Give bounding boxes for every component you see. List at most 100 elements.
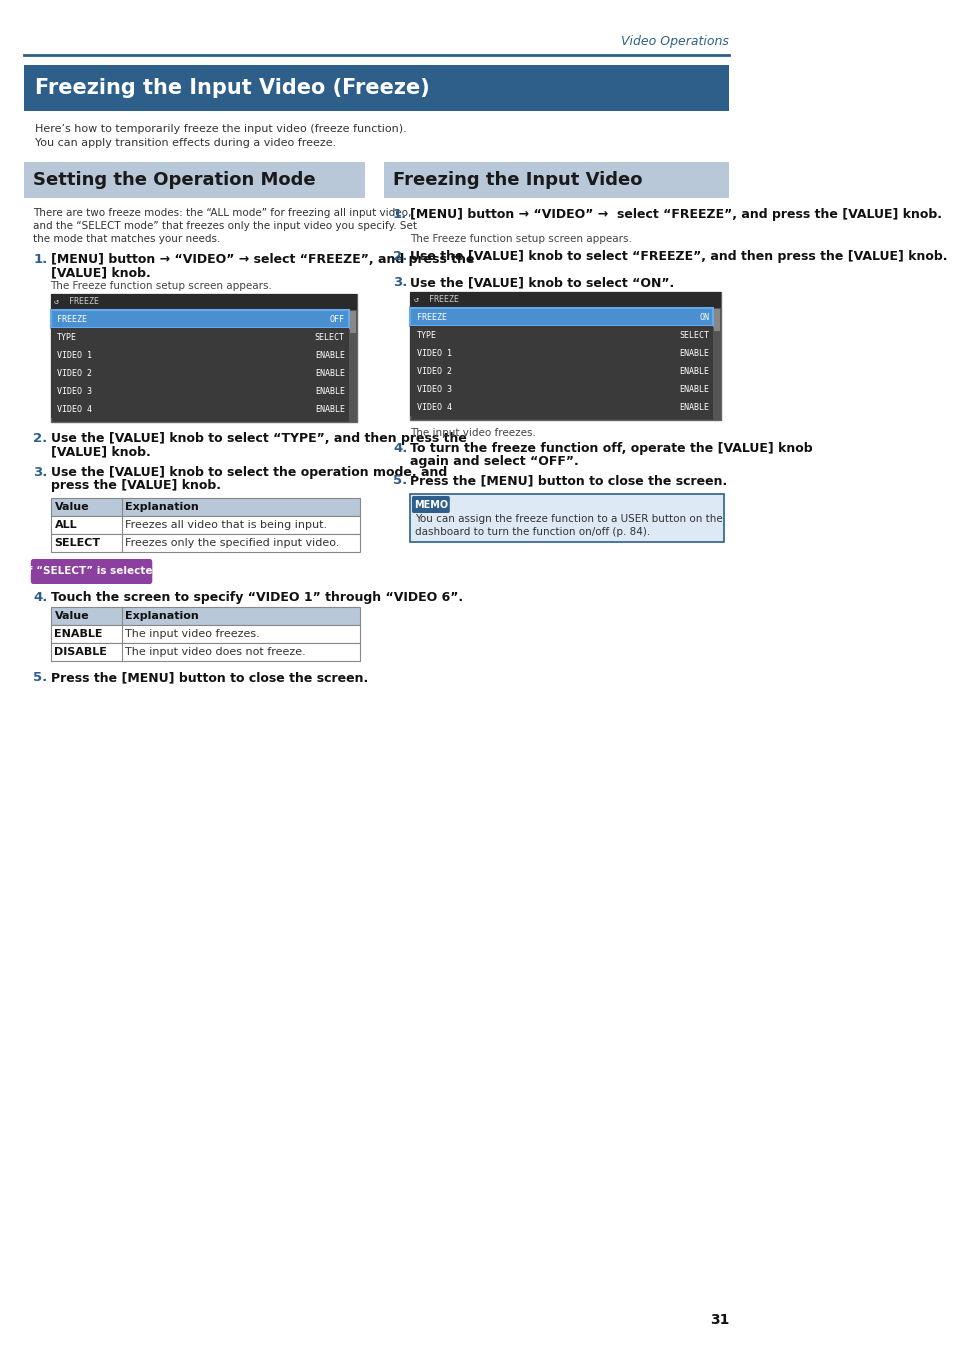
Text: Freezes only the specified input video.: Freezes only the specified input video. [126,539,339,548]
Text: 31: 31 [709,1314,728,1327]
Bar [51,608,359,625]
Text: To turn the freeze function off, operate the [VALUE] knob: To turn the freeze function off, operate… [410,441,812,455]
Text: VIDEO 1: VIDEO 1 [57,351,91,359]
Bar [410,398,713,416]
Bar [383,162,728,198]
Bar [24,65,728,111]
Text: SELECT: SELECT [54,539,100,548]
Text: Video Operations: Video Operations [620,35,728,49]
Text: Use the [VALUE] knob to select “FREEZE”, and then press the [VALUE] knob.: Use the [VALUE] knob to select “FREEZE”,… [410,250,947,263]
Text: If “SELECT” is selected: If “SELECT” is selected [24,567,159,576]
Text: Here’s how to temporarily freeze the input video (freeze function).: Here’s how to temporarily freeze the inp… [34,124,406,134]
Text: 1.: 1. [393,208,407,221]
Text: [VALUE] knob.: [VALUE] knob. [51,266,151,279]
Bar [349,310,356,423]
Text: Freezing the Input Video: Freezing the Input Video [393,171,641,189]
Text: Use the [VALUE] knob to select the operation mode, and: Use the [VALUE] knob to select the opera… [51,466,446,479]
Text: 4.: 4. [33,591,48,603]
Bar [410,494,723,541]
Text: ENABLE: ENABLE [679,385,709,393]
Text: ENABLE: ENABLE [54,629,103,639]
Text: [MENU] button → “VIDEO” → select “FREEZE”, and press the: [MENU] button → “VIDEO” → select “FREEZE… [51,252,474,266]
Text: The input video freezes.: The input video freezes. [410,428,536,437]
Text: VIDEO 3: VIDEO 3 [416,385,451,393]
Text: The Freeze function setup screen appears.: The Freeze function setup screen appears… [51,281,273,292]
Text: The input video freezes.: The input video freezes. [126,629,260,639]
Bar [51,382,349,400]
Bar [51,400,349,418]
Text: Touch the screen to specify “VIDEO 1” through “VIDEO 6”.: Touch the screen to specify “VIDEO 1” th… [51,591,462,603]
Bar [410,308,713,325]
Text: Use the [VALUE] knob to select “ON”.: Use the [VALUE] knob to select “ON”. [410,275,674,289]
Text: ENABLE: ENABLE [314,386,344,396]
Text: Value: Value [54,612,89,621]
Text: 5.: 5. [393,474,407,487]
Bar [51,328,349,346]
Text: and the “SELECT mode” that freezes only the input video you specify. Set: and the “SELECT mode” that freezes only … [33,221,416,231]
Text: the mode that matches your needs.: the mode that matches your needs. [33,234,220,244]
Text: You can assign the freeze function to a USER button on the: You can assign the freeze function to a … [415,514,722,524]
FancyBboxPatch shape [412,495,450,513]
Text: 2.: 2. [393,250,407,263]
Bar [410,292,720,420]
Bar [51,364,349,382]
Text: ↺  FREEZE: ↺ FREEZE [54,297,99,306]
Bar [713,308,720,420]
Text: ENABLE: ENABLE [314,405,344,413]
Text: 4.: 4. [393,441,407,455]
Text: You can apply transition effects during a video freeze.: You can apply transition effects during … [34,138,335,148]
Bar [51,643,359,662]
Text: SELECT: SELECT [314,332,344,342]
Text: DISABLE: DISABLE [54,647,108,657]
Text: Setting the Operation Mode: Setting the Operation Mode [33,171,315,189]
Bar [410,362,713,379]
Bar [410,308,713,325]
Text: Explanation: Explanation [126,612,199,621]
Text: VIDEO 1: VIDEO 1 [416,348,451,358]
Text: Freezing the Input Video (Freeze): Freezing the Input Video (Freeze) [34,78,429,99]
Text: 1.: 1. [33,252,48,266]
Bar [51,535,359,552]
Text: VIDEO 4: VIDEO 4 [57,405,91,413]
Text: VIDEO 3: VIDEO 3 [57,386,91,396]
Text: VIDEO 2: VIDEO 2 [416,366,451,375]
Text: press the [VALUE] knob.: press the [VALUE] knob. [51,479,220,491]
Text: ENABLE: ENABLE [314,351,344,359]
Bar [410,325,713,344]
Bar [24,162,364,198]
Bar [410,292,720,308]
Bar [51,310,349,328]
Text: FREEZE: FREEZE [416,312,446,321]
Bar [51,310,349,328]
Bar [51,294,356,423]
Text: TYPE: TYPE [57,332,77,342]
Text: TYPE: TYPE [416,331,436,339]
Bar [51,294,356,310]
Text: ON: ON [699,312,709,321]
Text: 3.: 3. [33,466,48,479]
FancyBboxPatch shape [30,559,152,585]
Text: OFF: OFF [330,315,344,324]
Text: [MENU] button → “VIDEO” →  select “FREEZE”, and press the [VALUE] knob.: [MENU] button → “VIDEO” → select “FREEZE… [410,208,942,221]
Text: ENABLE: ENABLE [314,369,344,378]
Bar [410,379,713,398]
Text: Freezes all video that is being input.: Freezes all video that is being input. [126,520,327,531]
Text: Press the [MENU] button to close the screen.: Press the [MENU] button to close the scr… [410,474,727,487]
Text: Use the [VALUE] knob to select “TYPE”, and then press the: Use the [VALUE] knob to select “TYPE”, a… [51,432,466,446]
Text: ENABLE: ENABLE [679,402,709,412]
Text: There are two freeze modes: the “ALL mode” for freezing all input video,: There are two freeze modes: the “ALL mod… [33,208,411,217]
Bar [349,310,355,333]
Text: MEMO: MEMO [414,500,448,509]
Bar [51,625,359,643]
Bar [51,516,359,535]
Text: 2.: 2. [33,432,48,446]
Text: The input video does not freeze.: The input video does not freeze. [126,647,306,657]
Text: Explanation: Explanation [126,502,199,512]
Bar [714,309,720,331]
Bar [410,344,713,362]
Text: FREEZE: FREEZE [57,315,87,324]
Bar [51,346,349,365]
Text: VIDEO 2: VIDEO 2 [57,369,91,378]
Bar [51,498,359,516]
Text: ENABLE: ENABLE [679,366,709,375]
